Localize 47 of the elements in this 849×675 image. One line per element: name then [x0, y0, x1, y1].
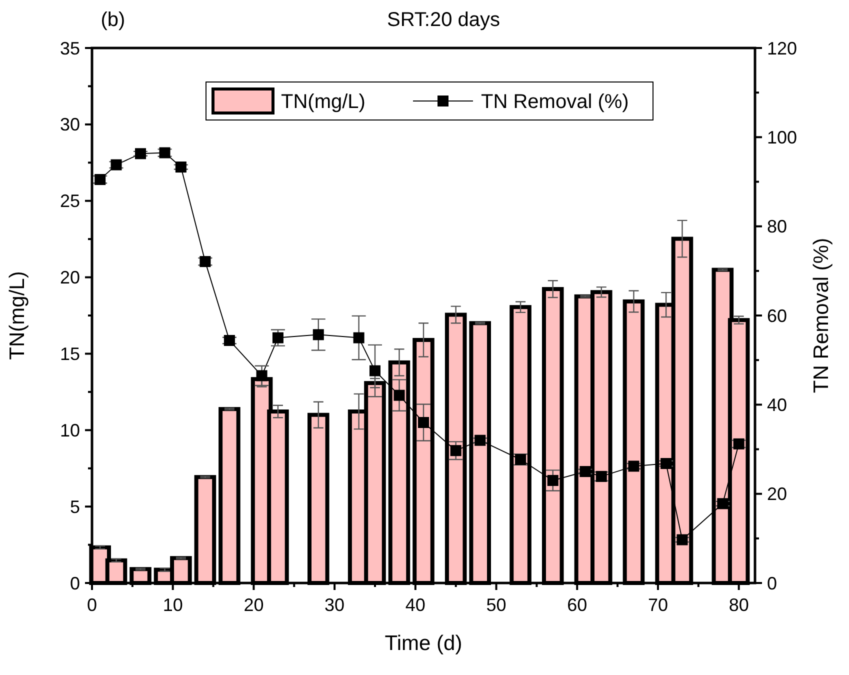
x-tick-label: 80 [728, 595, 749, 615]
chart-title: SRT:20 days [386, 9, 500, 31]
y-tick-label: 35 [60, 38, 80, 58]
y2-axis-title: TN Removal (%) [810, 238, 833, 394]
point [547, 474, 558, 486]
point [717, 498, 728, 510]
y2-tick-label: 0 [767, 573, 778, 594]
x-axis-title: Time (d) [384, 632, 462, 655]
x-tick-label: 60 [567, 595, 588, 615]
point [676, 534, 688, 546]
point [660, 458, 672, 470]
y2-tick-label: 20 [767, 484, 788, 504]
point [369, 365, 380, 376]
y-tick-label: 15 [60, 344, 80, 364]
point [94, 174, 106, 186]
y-tick-label: 25 [60, 191, 80, 212]
point [312, 329, 324, 340]
text: (b) [100, 9, 126, 31]
y-tick-label: 30 [60, 114, 80, 135]
y2-tick-label: 100 [767, 127, 798, 148]
y-tick-label: 0 [70, 573, 80, 594]
x-tick-label: 70 [648, 595, 668, 615]
y2-tick-label: 60 [767, 306, 788, 326]
point [135, 148, 146, 160]
y2-tick-label: 120 [767, 38, 798, 58]
y2-tick-label: 40 [767, 394, 788, 415]
x-tick-label: 40 [405, 595, 426, 615]
legend-label: TN Removal (%) [481, 91, 629, 113]
y-axis-title: TN(mg/L) [6, 271, 29, 360]
point [418, 417, 429, 428]
y-tick-label: 10 [60, 420, 80, 440]
y-tick-label: 5 [70, 496, 80, 517]
point [628, 460, 640, 472]
point [224, 334, 235, 346]
x-tick-label: 0 [86, 595, 98, 615]
y2-tick-label: 80 [767, 216, 788, 237]
point [394, 390, 405, 401]
x-tick-label: 20 [244, 595, 264, 615]
point [474, 434, 486, 446]
point [175, 162, 186, 173]
point [580, 466, 591, 478]
x-tick-label: 30 [324, 595, 345, 615]
y-tick-label: 20 [60, 268, 80, 288]
x-tick-label: 50 [486, 595, 506, 615]
point [353, 332, 364, 344]
legend-label: TN(mg/L) [281, 91, 366, 113]
x-tick-label: 10 [162, 595, 183, 615]
